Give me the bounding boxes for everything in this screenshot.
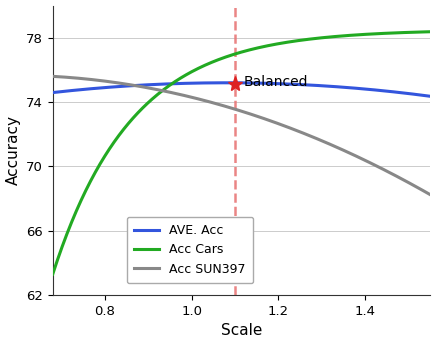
Acc SUN397 — [173, 92, 178, 96]
AVE. Acc — [289, 82, 294, 86]
Line: Acc SUN397: Acc SUN397 — [53, 76, 430, 195]
AVE. Acc — [223, 81, 228, 85]
Line: AVE. Acc: AVE. Acc — [53, 83, 430, 96]
AVE. Acc — [95, 86, 101, 90]
Acc SUN397 — [200, 98, 205, 102]
Acc Cars — [95, 165, 101, 169]
Acc SUN397 — [288, 126, 293, 130]
Y-axis label: Accuracy: Accuracy — [6, 115, 20, 185]
Acc Cars — [173, 79, 178, 83]
Acc SUN397 — [325, 141, 330, 145]
Acc Cars — [323, 35, 328, 40]
Line: Acc Cars: Acc Cars — [53, 32, 430, 274]
Legend: AVE. Acc, Acc Cars, Acc SUN397: AVE. Acc, Acc Cars, Acc SUN397 — [127, 217, 253, 283]
Text: Balanced: Balanced — [244, 75, 308, 89]
AVE. Acc — [173, 82, 178, 86]
Acc Cars — [50, 272, 55, 276]
AVE. Acc — [428, 94, 433, 98]
Acc Cars — [325, 35, 330, 39]
Acc Cars — [200, 64, 205, 68]
AVE. Acc — [50, 90, 55, 95]
Acc SUN397 — [323, 140, 328, 144]
Acc SUN397 — [50, 74, 55, 78]
Acc SUN397 — [95, 78, 101, 82]
AVE. Acc — [326, 84, 331, 88]
Acc SUN397 — [428, 193, 433, 197]
X-axis label: Scale: Scale — [221, 323, 262, 338]
AVE. Acc — [324, 84, 329, 88]
Acc Cars — [288, 40, 293, 44]
AVE. Acc — [200, 81, 205, 85]
Acc Cars — [428, 30, 433, 34]
